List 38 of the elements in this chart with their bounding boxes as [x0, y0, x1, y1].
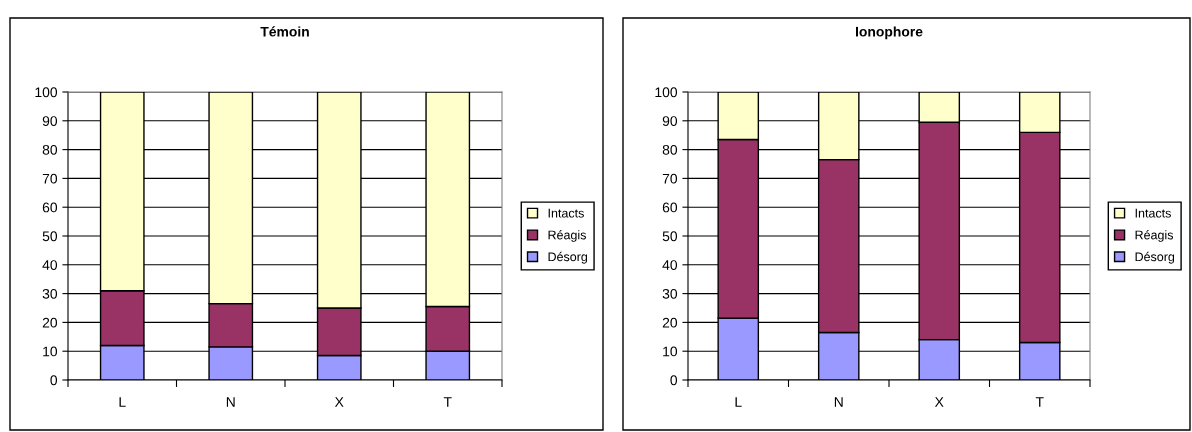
legend-label: Intacts: [548, 208, 584, 218]
y-tick-label: 40: [42, 260, 58, 270]
x-tick-label: T: [443, 397, 452, 407]
x-tick-label: X: [934, 397, 944, 407]
legend-label: Réagis: [1135, 230, 1174, 242]
y-tick-label: 30: [662, 288, 678, 299]
y-tick-label: 40: [662, 260, 678, 270]
legend-label: Intacts: [1135, 208, 1171, 218]
chart-title: Témoin: [260, 26, 309, 37]
y-tick-label: 20: [42, 317, 58, 328]
y-tick-label: 50: [42, 231, 58, 242]
x-tick-label: N: [226, 397, 235, 407]
y-tick-label: 0: [50, 375, 58, 386]
y-tick-label: 100: [35, 87, 58, 98]
y-tick-label: 60: [662, 202, 678, 213]
y-tick-label: 100: [655, 87, 678, 98]
y-tick-label: 70: [42, 173, 58, 184]
legend-label: Désorg: [548, 251, 588, 264]
legend-label: Désorg: [1135, 251, 1175, 264]
legend-label: Réagis: [548, 230, 586, 242]
y-tick-label: 60: [42, 202, 58, 213]
y-tick-label: 20: [662, 317, 678, 328]
y-tick-label: 70: [662, 173, 678, 184]
x-tick-label: T: [1035, 397, 1044, 407]
y-tick-label: 90: [662, 116, 678, 126]
y-tick-label: 80: [42, 144, 58, 155]
x-tick-label: X: [334, 397, 344, 407]
y-tick-label: 50: [662, 231, 678, 242]
x-tick-label: N: [834, 397, 843, 407]
chart-title: Ionophore: [855, 26, 923, 40]
x-tick-label: L: [735, 397, 742, 407]
y-tick-label: 10: [43, 346, 58, 357]
y-tick-label: 10: [663, 346, 678, 357]
y-tick-label: 0: [670, 375, 678, 386]
y-tick-label: 80: [662, 144, 678, 155]
y-tick-label: 30: [42, 288, 58, 299]
x-tick-label: L: [119, 397, 126, 407]
y-tick-label: 90: [42, 116, 58, 126]
